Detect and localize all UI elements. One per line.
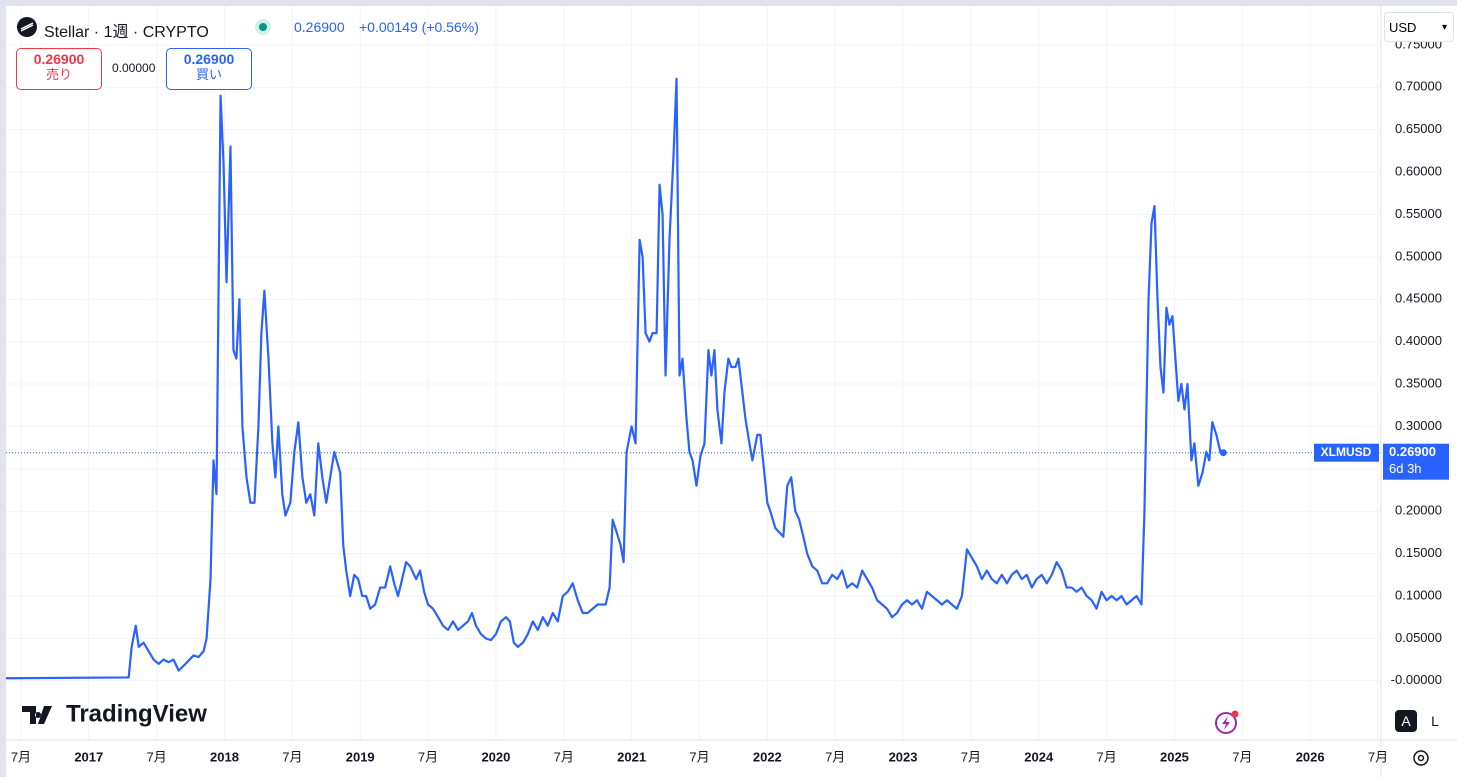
symbol-label-bg <box>1314 443 1379 462</box>
market-status <box>255 19 271 35</box>
last-point <box>1219 449 1227 457</box>
sell-button[interactable]: 0.26900 売り <box>16 48 102 90</box>
tradingview-logo: TradingView <box>22 700 207 727</box>
currency-select[interactable]: USD ▾ <box>1384 12 1454 42</box>
settings-gear-center[interactable] <box>1417 754 1425 762</box>
y-tick-label: 0.50000 <box>1395 248 1442 263</box>
axes: -0.000000.050000.100000.150000.200000.25… <box>11 36 1449 764</box>
y-tick-label: 0.05000 <box>1395 630 1442 645</box>
buy-button[interactable]: 0.26900 買い <box>166 48 252 90</box>
logo-icon <box>22 706 52 724</box>
dropdown-arrow[interactable]: ▾ <box>1441 22 1447 33</box>
left-border <box>0 0 6 777</box>
x-tick-label: 2021 <box>617 749 646 764</box>
buy-label[interactable]: 買い <box>195 67 222 82</box>
price-line <box>5 77 1224 680</box>
symbol-icon-mark <box>20 22 34 32</box>
x-tick-label: 7月 <box>961 749 981 764</box>
flash-dot[interactable] <box>1231 710 1239 718</box>
x-tick-label: 7月 <box>282 749 302 764</box>
y-tick-label: 0.20000 <box>1395 503 1442 518</box>
flash-circle[interactable] <box>1215 712 1237 734</box>
logo-text: TradingView <box>66 700 207 727</box>
x-tick-label: 7月 <box>825 749 845 764</box>
y-tick-label: 0.35000 <box>1395 375 1442 390</box>
last-price: 0.26900 <box>294 19 345 35</box>
x-tick-label: 7月 <box>1096 749 1116 764</box>
y-tick-label: 0.15000 <box>1395 545 1442 560</box>
buy-price[interactable]: 0.26900 <box>183 51 235 67</box>
last-price-label-bg <box>1383 443 1449 480</box>
x-tick-label: 2017 <box>74 749 103 764</box>
x-tick-label: 2020 <box>481 749 510 764</box>
market-status-dot <box>259 23 267 31</box>
sell-price[interactable]: 0.26900 <box>33 51 85 67</box>
x-tick-label: 7月 <box>1368 749 1388 764</box>
auto-scale-button[interactable]: A <box>1395 710 1417 732</box>
x-tick-label: 7月 <box>418 749 438 764</box>
y-tick-label: 0.30000 <box>1395 418 1442 433</box>
plot <box>5 77 1381 680</box>
x-tick-label: 2023 <box>889 749 918 764</box>
y-tick-label: 0.70000 <box>1395 79 1442 94</box>
y-tick-label: 0.55000 <box>1395 206 1442 221</box>
top-border <box>0 0 1457 6</box>
x-tick-label: 7月 <box>689 749 709 764</box>
grid <box>6 6 1381 740</box>
settings-gear[interactable] <box>1413 750 1429 766</box>
y-tick-label: 0.60000 <box>1395 163 1442 178</box>
x-tick-label: 2025 <box>1160 749 1189 764</box>
spread: 0.00000 <box>112 61 156 75</box>
price-change: +0.00149 (+0.56%) <box>359 19 479 35</box>
currency-label[interactable]: USD <box>1389 20 1417 35</box>
x-tick-label: 2018 <box>210 749 239 764</box>
sell-label[interactable]: 売り <box>45 67 72 82</box>
symbol-icon <box>17 17 37 37</box>
symbol-icon-bg <box>17 17 37 37</box>
settings-icon[interactable] <box>1413 750 1429 766</box>
x-tick-label: 2022 <box>753 749 782 764</box>
y-tick-label: 0.65000 <box>1395 121 1442 136</box>
y-tick-label: 0.10000 <box>1395 587 1442 602</box>
last-price-label: 0.26900 <box>1389 444 1436 459</box>
flash-icon[interactable] <box>1215 710 1239 734</box>
y-tick-label: 0.40000 <box>1395 333 1442 348</box>
x-tick-label: 7月 <box>11 749 31 764</box>
x-tick-label: 7月 <box>1232 749 1252 764</box>
y-tick-label: -0.00000 <box>1391 672 1442 687</box>
symbol-title: Stellar · 1週 · CRYPTO <box>44 24 209 41</box>
countdown-label: 6d 3h <box>1389 461 1422 476</box>
x-tick-label: 7月 <box>554 749 574 764</box>
x-tick-label: 2019 <box>346 749 375 764</box>
flash-bolt[interactable] <box>1222 716 1230 730</box>
log-scale-button[interactable]: L <box>1431 713 1439 729</box>
symbol-label: XLMUSD <box>1321 445 1372 459</box>
x-tick-label: 2024 <box>1024 749 1054 764</box>
y-tick-label: 0.45000 <box>1395 291 1442 306</box>
x-tick-label: 2026 <box>1296 749 1325 764</box>
x-tick-label: 7月 <box>147 749 167 764</box>
